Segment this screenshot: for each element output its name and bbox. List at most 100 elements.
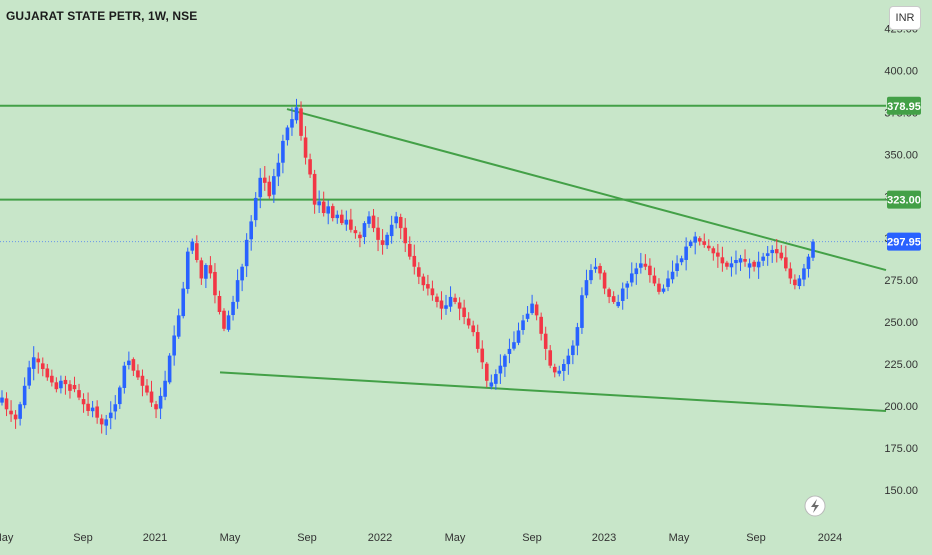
candle [584, 269, 589, 299]
candle [299, 101, 303, 141]
candle [566, 348, 571, 375]
candle [784, 245, 788, 272]
candle [235, 269, 240, 309]
candle [340, 209, 344, 226]
candle [244, 233, 249, 277]
candle [448, 286, 453, 312]
currency-button[interactable]: INR [889, 6, 921, 30]
candle [480, 340, 485, 369]
candle [747, 258, 752, 279]
candle [652, 267, 657, 287]
candle [222, 308, 226, 332]
candle [371, 208, 376, 233]
candle [308, 153, 312, 178]
candle [99, 414, 104, 434]
candle [149, 380, 154, 407]
candle [140, 369, 145, 397]
candle [462, 299, 466, 325]
candle [430, 280, 435, 301]
candle [294, 98, 299, 124]
candle [439, 291, 444, 320]
candle [620, 282, 625, 310]
candle [45, 363, 50, 381]
candle [217, 290, 222, 315]
y-tick-label: 350.00 [884, 149, 918, 161]
candle [22, 377, 27, 409]
candle [811, 239, 815, 262]
candle [539, 312, 543, 341]
candle [108, 401, 113, 430]
candle [738, 254, 743, 271]
candle [761, 252, 765, 266]
candle [543, 326, 548, 361]
y-tick-label: 150.00 [884, 485, 918, 497]
candle [607, 287, 611, 304]
candle [27, 360, 31, 390]
candle [208, 256, 213, 279]
candle [204, 263, 208, 289]
candle [593, 258, 598, 273]
candle [417, 262, 421, 285]
candle [181, 281, 186, 319]
level-price-badge-text: 378.95 [887, 101, 921, 113]
trendline[interactable] [286, 108, 887, 272]
y-tick-label: 275.00 [884, 275, 918, 287]
candle [317, 190, 321, 214]
trendline[interactable] [219, 371, 887, 412]
candle [453, 293, 457, 305]
candle [634, 262, 639, 285]
candle [575, 322, 580, 356]
candle [199, 257, 204, 285]
candle [598, 263, 602, 280]
candle [145, 379, 149, 396]
x-tick-label: Sep [73, 532, 93, 544]
candle [394, 211, 398, 229]
x-tick-label: Sep [522, 532, 542, 544]
candle [684, 237, 688, 271]
candle [611, 291, 616, 304]
candle [185, 247, 190, 294]
last-price-badge: 297.95 [887, 232, 921, 251]
candle [802, 263, 806, 287]
candle [625, 280, 630, 300]
candle [516, 322, 521, 346]
level-price-badge: 323.00 [887, 190, 921, 209]
candle [326, 200, 331, 225]
candle [158, 387, 163, 420]
candle [661, 284, 666, 294]
y-tick-label: 200.00 [884, 401, 918, 413]
lightning-icon[interactable] [804, 495, 826, 517]
candle [81, 393, 86, 413]
x-tick-label: Sep [297, 532, 317, 544]
x-tick-label: Sep [746, 532, 766, 544]
candle [213, 263, 217, 304]
candle [580, 287, 584, 334]
candle [629, 262, 634, 287]
candle [398, 213, 403, 240]
candle [321, 191, 326, 217]
candle [562, 359, 566, 381]
candle [68, 380, 72, 399]
level-price-badge: 378.95 [887, 96, 921, 115]
y-tick-label: 250.00 [884, 317, 918, 329]
candle [176, 308, 181, 339]
candle [231, 295, 235, 321]
x-tick-label: May [445, 532, 466, 544]
candle [720, 246, 725, 272]
candle [4, 392, 9, 417]
candle [163, 370, 167, 401]
candle [113, 395, 118, 420]
x-tick-label: May [220, 532, 241, 544]
candle [530, 294, 534, 315]
candle [226, 310, 231, 332]
candle [471, 320, 475, 337]
candle [335, 210, 340, 224]
y-tick-label: 225.00 [884, 359, 918, 371]
candle [190, 238, 195, 254]
candle [589, 264, 593, 285]
candle [0, 390, 4, 406]
level-price-badge-text: 323.00 [887, 195, 921, 207]
candle [774, 239, 779, 263]
